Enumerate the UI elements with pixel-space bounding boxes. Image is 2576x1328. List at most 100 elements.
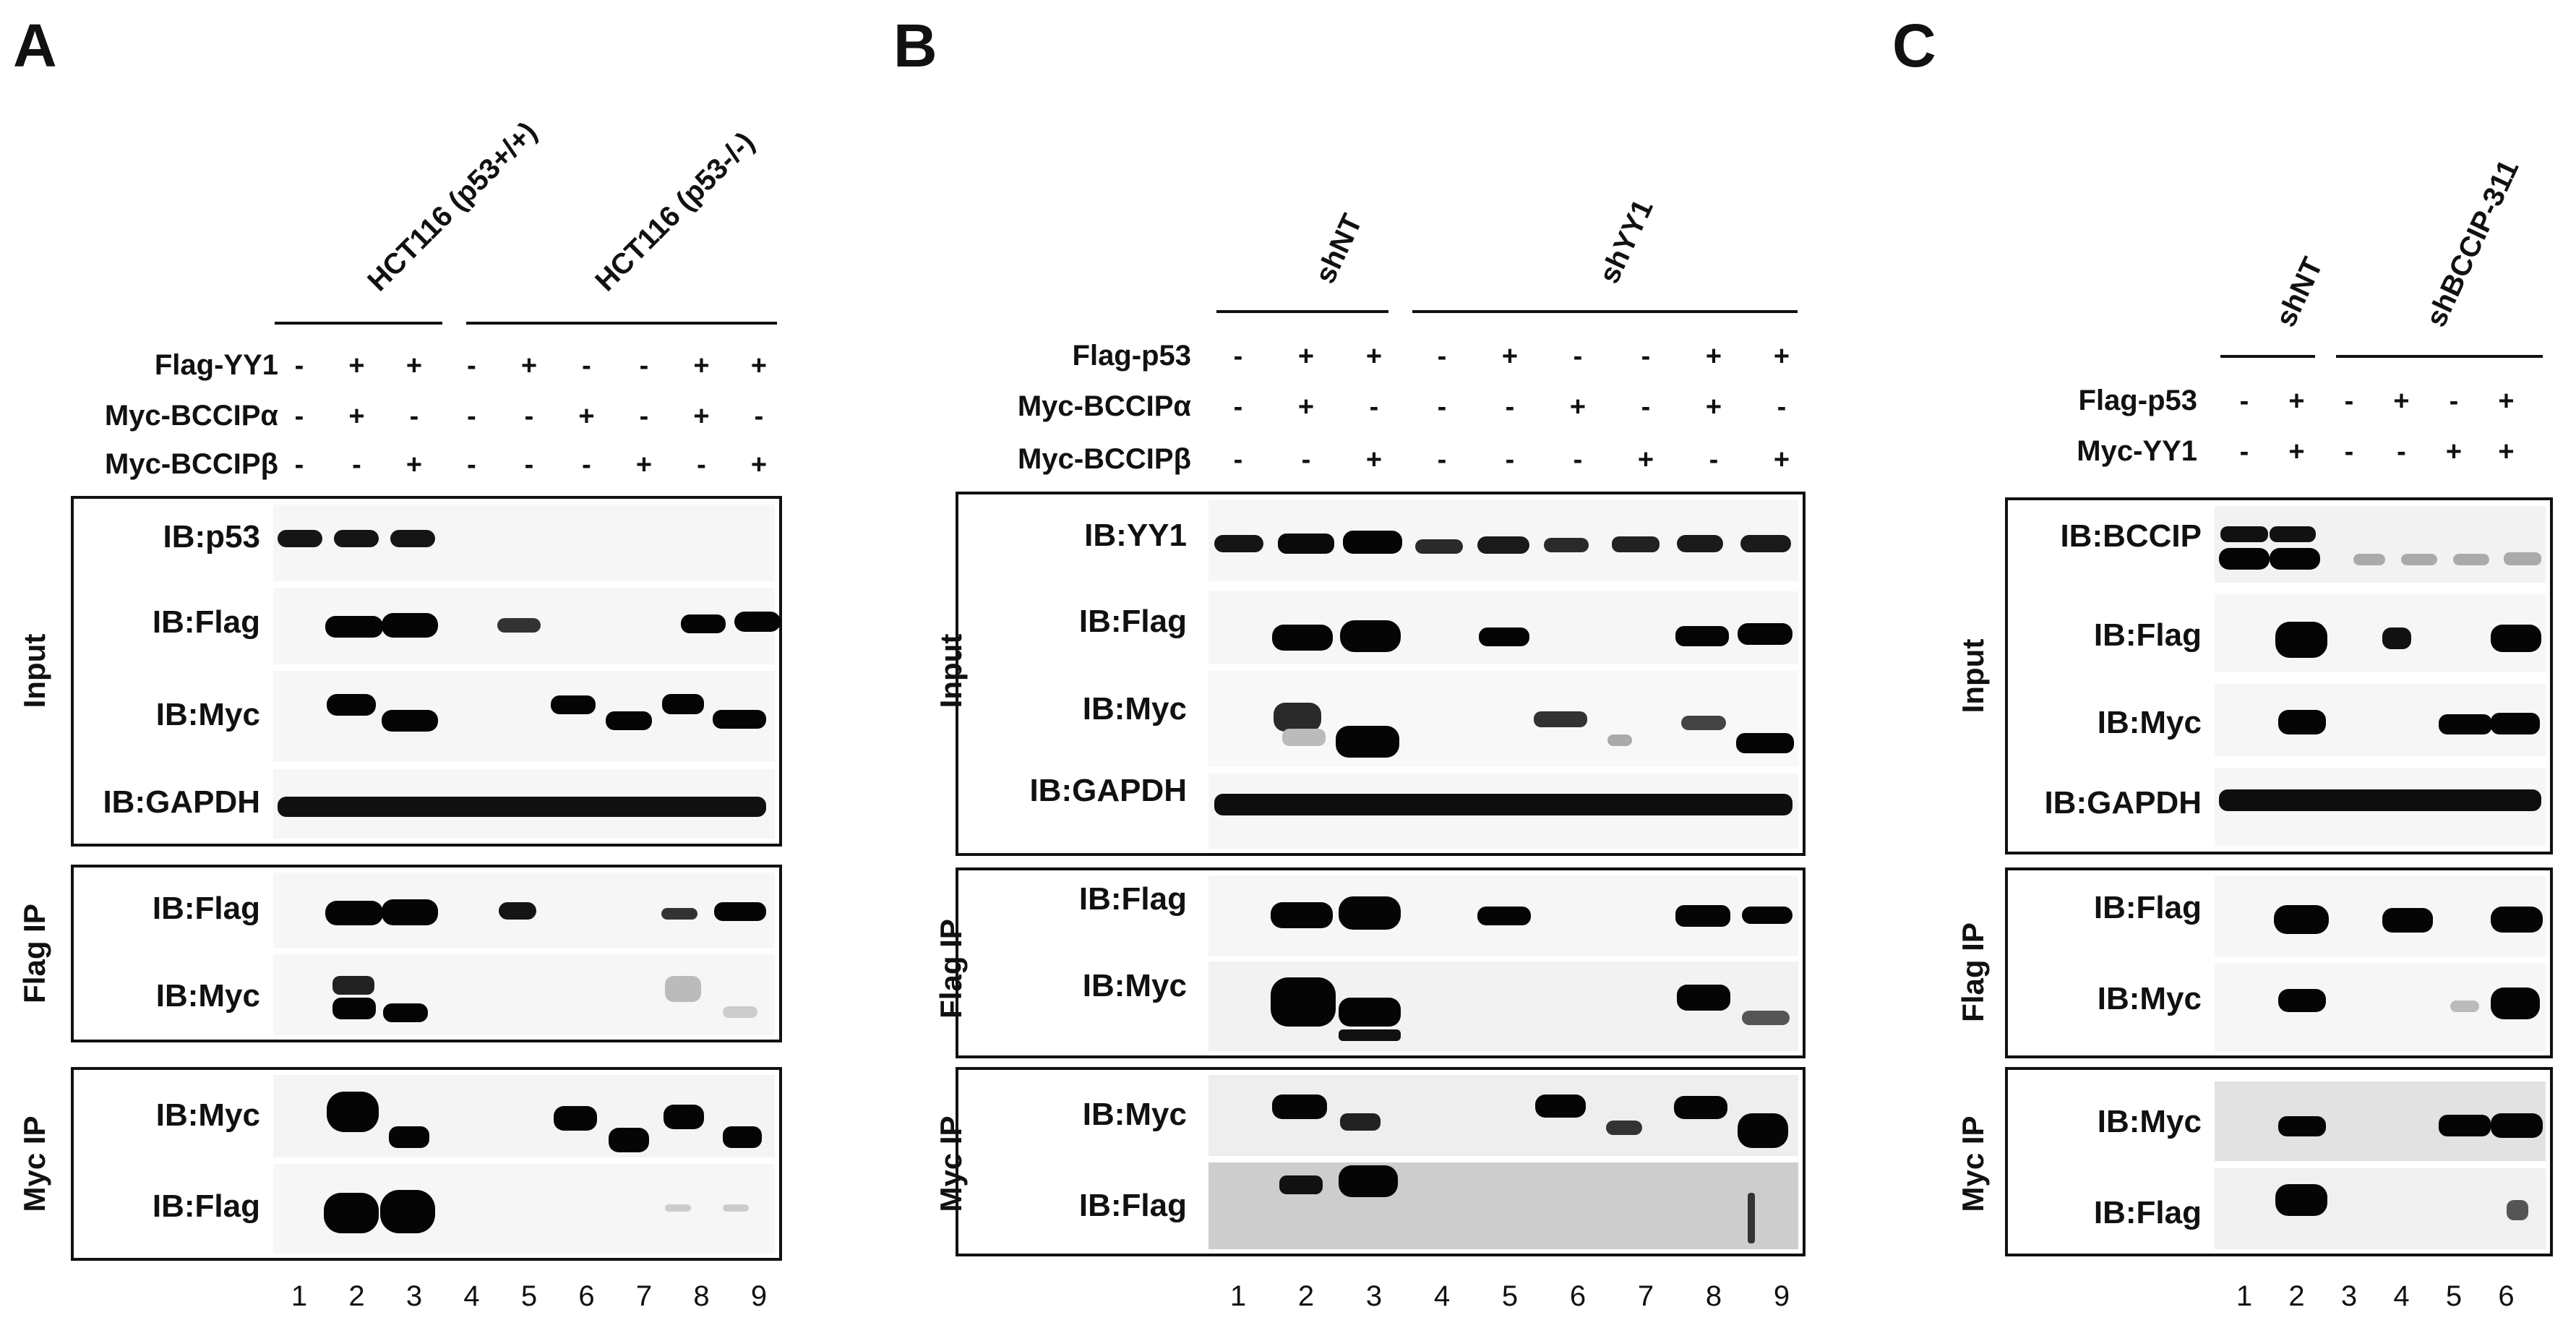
band	[1336, 726, 1399, 758]
band	[325, 616, 383, 638]
panel-c-lane-numbers: 1 2 3 4 5 6	[2236, 1280, 2515, 1312]
blot-label: IB:Myc	[1083, 1097, 1187, 1132]
treatment-sign: +	[2288, 386, 2304, 416]
panel-c-mycip-bands	[2275, 1113, 2543, 1220]
panel-c-letter: C	[1892, 12, 1936, 80]
panel-c-flagip-bands	[2274, 905, 2543, 1019]
blot-strip	[2215, 506, 2546, 583]
treatment-sign: -	[467, 351, 476, 381]
treatment-sign: -	[1234, 392, 1243, 422]
lane-number: 7	[636, 1280, 652, 1312]
treatment-sign: -	[2345, 386, 2354, 416]
treatment-sign: +	[2498, 386, 2514, 416]
band	[383, 1003, 428, 1022]
lane-number: 1	[291, 1280, 307, 1312]
panel-a-input-box	[71, 496, 782, 847]
band	[2491, 988, 2540, 1019]
panel-a-mycip-bands	[324, 1092, 762, 1233]
lane-number: 9	[751, 1280, 767, 1312]
band	[661, 908, 697, 920]
band	[1535, 1094, 1586, 1118]
band	[714, 902, 766, 921]
band	[1544, 538, 1589, 552]
panel-b-treatment-signs: - + + - + - - + + - + - - - + - + - - - + - - - + - +	[1234, 341, 1790, 475]
treatment-sign: +	[693, 351, 709, 381]
band	[497, 618, 541, 633]
treatment-sign: +	[1638, 445, 1654, 475]
band	[2278, 989, 2326, 1012]
treatment-sign: +	[1706, 392, 1722, 422]
treatment-sign: -	[640, 351, 649, 381]
blot-strip	[2215, 963, 2546, 1051]
panel-c-row-label: Flag-p53	[2079, 385, 2197, 416]
band	[2382, 627, 2411, 649]
band	[2504, 552, 2541, 565]
band	[324, 1193, 379, 1233]
band	[1339, 998, 1401, 1027]
blot-label: IB:BCCIP	[2060, 518, 2202, 554]
lane-number: 6	[2498, 1280, 2514, 1312]
blot-label: IB:Flag	[153, 891, 260, 926]
lane-number: 8	[693, 1280, 709, 1312]
treatment-sign: +	[1298, 341, 1314, 372]
band	[1339, 1165, 1398, 1197]
band	[554, 1106, 597, 1131]
band	[1612, 536, 1660, 552]
band	[2278, 1116, 2326, 1136]
blot-strip	[2215, 594, 2546, 672]
band	[2270, 526, 2316, 542]
band	[2491, 625, 2541, 652]
band	[332, 998, 376, 1019]
treatment-sign: +	[751, 351, 767, 381]
treatment-sign: +	[578, 401, 594, 432]
lane-number: 1	[2236, 1280, 2252, 1312]
blot-strip	[2215, 876, 2546, 957]
band	[1343, 531, 1402, 554]
treatment-sign: -	[467, 450, 476, 480]
treatment-sign: -	[1641, 392, 1651, 422]
panel-b-group-2-label: shYY1	[1593, 194, 1660, 288]
treatment-sign: +	[636, 450, 652, 480]
treatment-sign: -	[1302, 445, 1311, 475]
lane-number: 1	[1230, 1280, 1246, 1312]
lane-number: 4	[2393, 1280, 2409, 1312]
band	[278, 797, 766, 817]
lane-number: 6	[1570, 1280, 1586, 1312]
band	[1214, 794, 1793, 815]
band	[389, 1126, 429, 1148]
band	[2274, 905, 2329, 934]
band	[551, 695, 596, 714]
blot-label: IB:Flag	[1079, 881, 1187, 917]
lane-number: 3	[2341, 1280, 2357, 1312]
band	[1340, 1113, 1381, 1131]
band	[1606, 1121, 1642, 1135]
band	[1534, 711, 1587, 727]
panel-a-section-label: Input	[17, 634, 51, 708]
blot-label: IB:Flag	[2094, 1195, 2202, 1230]
panel-c-section-label: Flag IP	[1956, 922, 1990, 1022]
blot-label: IB:p53	[163, 519, 260, 554]
band	[1272, 1094, 1327, 1119]
band	[1339, 1029, 1401, 1041]
treatment-sign: -	[2240, 437, 2249, 467]
band	[390, 530, 435, 547]
treatment-sign: -	[697, 450, 706, 480]
band	[327, 1092, 379, 1132]
treatment-sign: -	[1573, 445, 1583, 475]
band	[325, 901, 383, 925]
band	[665, 976, 701, 1002]
treatment-sign: +	[2393, 386, 2409, 416]
band	[1477, 536, 1529, 554]
lane-number: 9	[1774, 1280, 1790, 1312]
band	[2439, 714, 2492, 734]
treatment-sign: -	[2345, 437, 2354, 467]
lane-number: 4	[463, 1280, 479, 1312]
band	[1681, 716, 1726, 730]
treatment-sign: -	[1234, 445, 1243, 475]
panel-b-flagip-box	[956, 868, 1806, 1058]
treatment-sign: +	[1366, 341, 1382, 372]
panel-b-row-label: Myc-BCCIPβ	[1018, 443, 1191, 475]
treatment-sign: -	[2450, 386, 2459, 416]
lane-number: 4	[1434, 1280, 1450, 1312]
